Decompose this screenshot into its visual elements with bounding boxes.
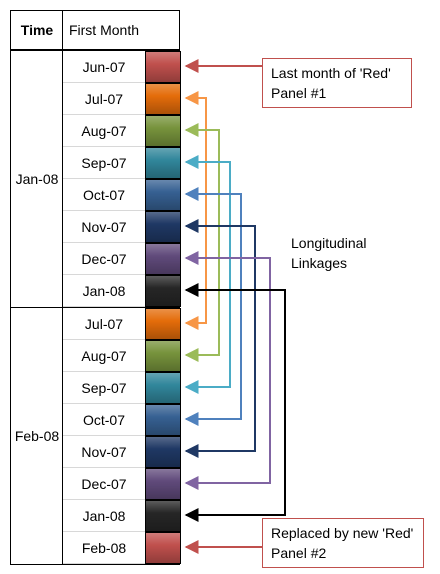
month-label: Feb-08	[63, 532, 145, 564]
color-swatch	[145, 404, 181, 436]
time-label: Jan-08	[15, 171, 59, 187]
black-linkage-line	[184, 283, 286, 522]
time-header: Time	[20, 22, 54, 38]
header-divider	[62, 11, 63, 49]
annotation-line: Linkages	[291, 255, 348, 271]
green-linkage-line	[184, 123, 220, 362]
month-label: Jan-08	[63, 500, 145, 532]
month-label: Jan-08	[63, 275, 145, 307]
month-label: Aug-07	[63, 340, 145, 372]
color-swatch	[145, 51, 181, 83]
time-label: Feb-08	[14, 428, 60, 444]
longitudinal-annotation: Longitudinal Linkages	[282, 228, 412, 278]
annotation-line: Longitudinal	[291, 235, 367, 251]
color-swatch	[145, 115, 181, 147]
panel-group-jan-08: Jan-08 Jun-07 Jul-07 Aug-07 Sep-07 Oct-07 Nov…	[10, 50, 181, 308]
month-label: Aug-07	[63, 115, 145, 147]
color-swatch	[145, 500, 181, 532]
purple-linkage-line	[184, 251, 271, 490]
color-swatch	[145, 179, 181, 211]
color-swatch	[145, 340, 181, 372]
month-label: Oct-07	[63, 404, 145, 436]
annotation-line: Last month of 'Red'	[271, 65, 391, 81]
color-swatch	[145, 83, 181, 115]
month-label: Jul-07	[63, 83, 145, 115]
month-label: Nov-07	[63, 436, 145, 468]
panel-group-feb-08: Feb-08 Jul-07 Aug-07 Sep-07 Oct-07 Nov-07 Dec…	[10, 307, 181, 565]
navy-linkage-line	[184, 219, 256, 458]
month-label: Sep-07	[63, 147, 145, 179]
month-label: Sep-07	[63, 372, 145, 404]
color-swatch	[145, 308, 181, 340]
color-swatch	[145, 436, 181, 468]
table-header: Time First Month	[10, 10, 180, 50]
color-swatch	[145, 532, 181, 564]
annotation-line: Replaced by new 'Red'	[271, 525, 414, 541]
replaced-annotation: Replaced by new 'Red' Panel #2	[262, 518, 424, 568]
color-swatch	[145, 211, 181, 243]
color-swatch	[145, 372, 181, 404]
month-label: Dec-07	[63, 468, 145, 500]
month-label: Nov-07	[63, 211, 145, 243]
last-red-annotation: Last month of 'Red' Panel #1	[262, 58, 412, 108]
cohort-table: Time First Month Jan-08 Jun-07 Jul-07 Aug-…	[10, 10, 181, 565]
color-swatch	[145, 243, 181, 275]
teal-linkage-line	[184, 155, 231, 394]
annotation-line: Panel #1	[271, 85, 327, 101]
month-label: Dec-07	[63, 243, 145, 275]
color-swatch	[145, 275, 181, 307]
first-month-header: First Month	[68, 22, 139, 38]
month-label: Jul-07	[63, 308, 145, 340]
color-swatch	[145, 147, 181, 179]
month-label: Oct-07	[63, 179, 145, 211]
group-divider	[62, 308, 63, 564]
month-label: Jun-07	[63, 51, 145, 83]
group-divider	[62, 51, 63, 307]
blue-linkage-line	[184, 187, 242, 426]
annotation-line: Panel #2	[271, 545, 327, 561]
color-swatch	[145, 468, 181, 500]
